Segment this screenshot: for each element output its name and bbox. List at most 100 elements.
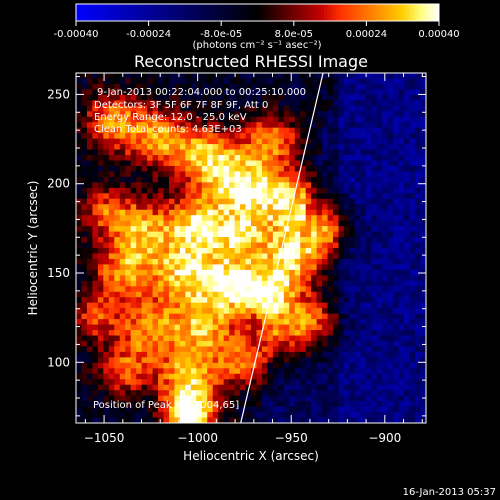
heatmap-cell [278,133,285,140]
heatmap-cell [343,346,350,353]
heatmap-cell [382,346,389,353]
heatmap-cell [163,286,170,293]
colorbar-cell [290,4,295,21]
heatmap-cell [420,193,426,200]
heatmap-cell [229,133,235,140]
heatmap-cell [305,226,312,232]
heatmap-cell [343,187,350,194]
heatmap-cell [322,231,328,238]
heatmap-cell [147,291,153,298]
heatmap-cell [333,111,339,118]
heatmap-cell [207,346,214,353]
heatmap-cell [141,138,148,145]
heatmap-cell [360,204,367,211]
heatmap-cell [125,330,132,336]
heatmap-cell [212,406,219,413]
heatmap-cell [196,357,203,364]
heatmap-cell [174,83,181,90]
heatmap-cell [343,94,350,101]
heatmap-cell [382,165,389,172]
heatmap-cell [420,116,426,123]
heatmap-cell [81,116,88,123]
heatmap-cell [196,144,203,150]
heatmap-cell [283,373,290,380]
heatmap-cell [333,395,339,402]
heatmap-cell [125,171,132,178]
heatmap-cell [256,220,263,227]
heatmap-cell [365,105,372,112]
heatmap-cell [76,379,82,386]
heatmap-cell [398,248,405,254]
heatmap-cell [97,198,104,205]
heatmap-cell [212,330,219,336]
colorbar-cell [181,4,186,21]
heatmap-cell [333,231,339,238]
colorbar-cell [257,4,262,21]
heatmap-cell [398,286,405,293]
heatmap-cell [196,89,203,96]
heatmap-cell [76,406,82,413]
heatmap-cell [404,105,410,112]
heatmap-cell [327,330,334,336]
heatmap-cell [86,155,93,161]
heatmap-cell [278,187,285,194]
heatmap-cell [190,286,197,293]
heatmap-cell [360,111,367,118]
heatmap-cell [168,313,175,320]
heatmap-cell [349,373,356,380]
heatmap-cell [376,198,383,205]
heatmap-cell [240,346,246,353]
heatmap-cell [278,111,285,118]
heatmap-cell [163,269,170,276]
heatmap-cell [218,215,225,222]
heatmap-cell [305,215,312,222]
heatmap-cell [354,324,361,331]
heatmap-cell [97,144,104,150]
heatmap-cell [251,220,257,227]
heatmap-cell [125,242,132,249]
heatmap-cell [365,313,372,320]
heatmap-cell [190,138,197,145]
heatmap-cell [393,248,400,254]
heatmap-cell [305,171,312,178]
heatmap-cell [108,171,115,178]
heatmap-cell [234,340,241,347]
heatmap-cell [212,384,219,391]
heatmap-cell [300,275,307,282]
heatmap-cell [316,253,323,260]
heatmap-cell [327,291,334,298]
heatmap-cell [196,133,203,140]
heatmap-cell [201,384,208,391]
heatmap-cell [147,373,153,380]
heatmap-cell [218,286,225,293]
heatmap-cell [311,340,318,347]
heatmap-cell [256,231,263,238]
heatmap-cell [360,368,367,375]
heatmap-cell [251,368,257,375]
heatmap-cell [179,302,186,309]
heatmap-cell [152,242,159,249]
heatmap-cell [294,368,301,375]
heatmap-cell [147,253,153,260]
heatmap-cell [251,133,257,140]
heatmap-cell [234,242,241,249]
heatmap-cell [278,258,285,265]
heatmap-cell [327,209,334,216]
heatmap-cell [119,149,126,156]
heatmap-cell [256,149,263,156]
colorbar-cell [200,4,204,21]
heatmap-cell [338,302,345,309]
heatmap-cell [251,127,257,134]
heatmap-cell [92,258,99,265]
heatmap-cell [168,204,175,211]
heatmap-cell [103,291,110,298]
heatmap-cell [415,193,421,200]
heatmap-cell [179,368,186,375]
heatmap-cell [261,412,268,418]
heatmap-cell [76,286,82,293]
heatmap-cell [152,193,159,200]
heatmap-cell [393,111,400,118]
colorbar-cell [302,4,307,21]
heatmap-cell [398,324,405,331]
heatmap-cell [322,193,328,200]
